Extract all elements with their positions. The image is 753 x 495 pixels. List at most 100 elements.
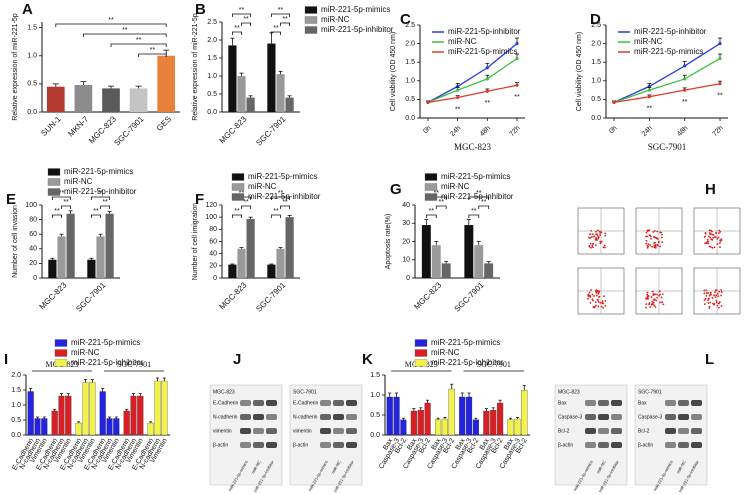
legend-swatch	[414, 349, 428, 357]
y-tick-label: 0.5	[27, 81, 37, 88]
flow-dot	[718, 232, 720, 235]
y-tick-label: 0.5	[405, 96, 415, 103]
flow-dot	[661, 241, 664, 244]
flow-dot	[593, 295, 595, 297]
blot-row-label: E-Cadherin	[293, 400, 319, 406]
flow-dot	[709, 301, 712, 304]
bar	[285, 97, 294, 112]
x-tick-label: 0h	[608, 125, 619, 136]
significance-bracket	[478, 205, 490, 209]
flow-dot	[712, 234, 715, 236]
bar	[65, 395, 72, 436]
significance-label: **	[434, 190, 440, 197]
flow-dot	[659, 301, 661, 304]
flow-dot	[653, 244, 656, 247]
bar	[521, 390, 528, 436]
panel-label: F	[195, 191, 204, 208]
blot-band	[253, 442, 264, 448]
y-tick-label: 1.0	[11, 402, 21, 409]
flow-dot	[705, 294, 708, 297]
y-tick-label: 2.0	[405, 40, 415, 47]
bar	[507, 419, 514, 436]
point	[485, 66, 489, 70]
blot-band	[598, 442, 609, 448]
flow-dot	[716, 304, 719, 307]
y-tick-label: 2.0	[11, 372, 21, 379]
significance-bracket	[83, 33, 167, 37]
flow-dot	[649, 244, 652, 246]
flow-dot	[590, 289, 592, 291]
blot-lane-label: miR-NC	[250, 459, 261, 474]
point	[718, 42, 722, 46]
y-axis-label: Apoptosis rate(%)	[385, 214, 392, 270]
y-tick-label: 80	[29, 216, 37, 223]
x-tick-label: MGC-823	[38, 280, 69, 311]
bar	[237, 76, 246, 112]
legend-swatch	[424, 193, 438, 201]
blot-lane-label: miR-NC	[675, 459, 686, 474]
panel-label: K	[362, 351, 373, 368]
significance-label: **	[122, 27, 128, 34]
flow-dot	[654, 306, 657, 308]
blot-row-label: β-actin	[638, 442, 653, 448]
blot-row-label: Bcl-2	[558, 428, 570, 434]
flow-dot	[708, 231, 711, 234]
legend-swatch	[414, 339, 428, 347]
y-tick-label: 60	[29, 231, 37, 238]
group-label: SGC-7901	[477, 360, 511, 369]
bar	[246, 97, 255, 112]
y-tick-label: 100	[205, 214, 217, 221]
panel-label: C	[400, 11, 411, 28]
flow-dot	[589, 233, 592, 235]
y-tick-label: 0.0	[591, 115, 601, 122]
flow-dot	[647, 295, 649, 297]
flow-dot	[646, 230, 649, 233]
legend-label: miR-221-5p-mimics	[64, 167, 133, 176]
blot-row-label: Bax	[558, 400, 567, 406]
point	[683, 64, 687, 68]
flow-dot	[587, 297, 589, 300]
bar	[27, 391, 34, 436]
flow-dot	[708, 235, 710, 238]
bar	[441, 263, 451, 278]
blot-band	[691, 442, 702, 448]
x-axis-label: MGC-823	[454, 142, 492, 152]
significance-bracket	[271, 31, 281, 35]
flow-dot	[647, 243, 650, 246]
x-tick-label: SGC-7901	[453, 280, 486, 313]
point	[612, 100, 616, 104]
panel-label: E	[6, 191, 16, 208]
y-tick-label: 40	[209, 251, 217, 258]
significance-label: **	[476, 190, 482, 197]
panel-label: A	[22, 1, 33, 18]
y-tick-label: 0.0	[370, 432, 380, 439]
flow-dot	[709, 246, 712, 248]
significance-label: **	[239, 7, 245, 14]
flow-dot	[592, 306, 595, 308]
flow-dot	[713, 236, 716, 239]
point	[718, 56, 722, 61]
legend-label: miR-221-5p-mimics	[441, 172, 510, 181]
legend-swatch	[54, 339, 68, 347]
blot-band	[266, 400, 277, 406]
significance-bracket	[138, 53, 167, 57]
y-axis-label: Relative expression of miR-221-5p	[192, 13, 199, 120]
x-tick-label: SGC-7901	[254, 114, 287, 147]
flow-dot	[645, 242, 648, 245]
flow-dot	[656, 293, 659, 296]
blot-band	[691, 414, 702, 420]
flow-dot	[651, 290, 654, 293]
legend-label: miR-221-5p-inhibitor	[431, 358, 504, 367]
blot-band	[346, 400, 357, 406]
flow-dot	[654, 244, 657, 246]
panel-label: H	[705, 181, 716, 198]
flow-dot	[718, 301, 721, 303]
bar	[46, 86, 65, 112]
bar	[474, 245, 484, 278]
legend-label: miR-221-5p-mimics	[448, 47, 517, 56]
bar	[82, 382, 89, 436]
bar	[434, 419, 442, 436]
significance-label: **	[234, 25, 240, 32]
y-tick-label: 1.5	[11, 387, 21, 394]
